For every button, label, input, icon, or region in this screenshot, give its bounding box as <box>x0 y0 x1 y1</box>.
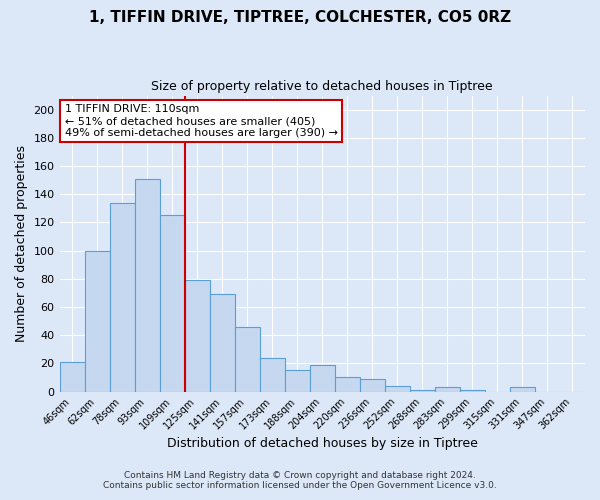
Bar <box>260 358 285 392</box>
Bar <box>385 386 410 392</box>
Bar <box>285 370 310 392</box>
Bar <box>85 250 110 392</box>
Bar <box>59 362 85 392</box>
Bar <box>360 379 385 392</box>
Bar <box>310 365 335 392</box>
Bar <box>110 202 134 392</box>
Bar <box>185 280 209 392</box>
Text: 1 TIFFIN DRIVE: 110sqm
← 51% of detached houses are smaller (405)
49% of semi-de: 1 TIFFIN DRIVE: 110sqm ← 51% of detached… <box>65 104 338 138</box>
Text: 1, TIFFIN DRIVE, TIPTREE, COLCHESTER, CO5 0RZ: 1, TIFFIN DRIVE, TIPTREE, COLCHESTER, CO… <box>89 10 511 25</box>
Bar <box>209 294 235 392</box>
Bar <box>460 390 485 392</box>
Bar <box>435 388 460 392</box>
X-axis label: Distribution of detached houses by size in Tiptree: Distribution of detached houses by size … <box>167 437 478 450</box>
Bar <box>410 390 435 392</box>
Bar <box>235 326 260 392</box>
Bar <box>134 178 160 392</box>
Bar <box>335 378 360 392</box>
Bar <box>510 388 535 392</box>
Text: Contains HM Land Registry data © Crown copyright and database right 2024.
Contai: Contains HM Land Registry data © Crown c… <box>103 470 497 490</box>
Y-axis label: Number of detached properties: Number of detached properties <box>15 145 28 342</box>
Bar <box>160 216 185 392</box>
Title: Size of property relative to detached houses in Tiptree: Size of property relative to detached ho… <box>151 80 493 93</box>
